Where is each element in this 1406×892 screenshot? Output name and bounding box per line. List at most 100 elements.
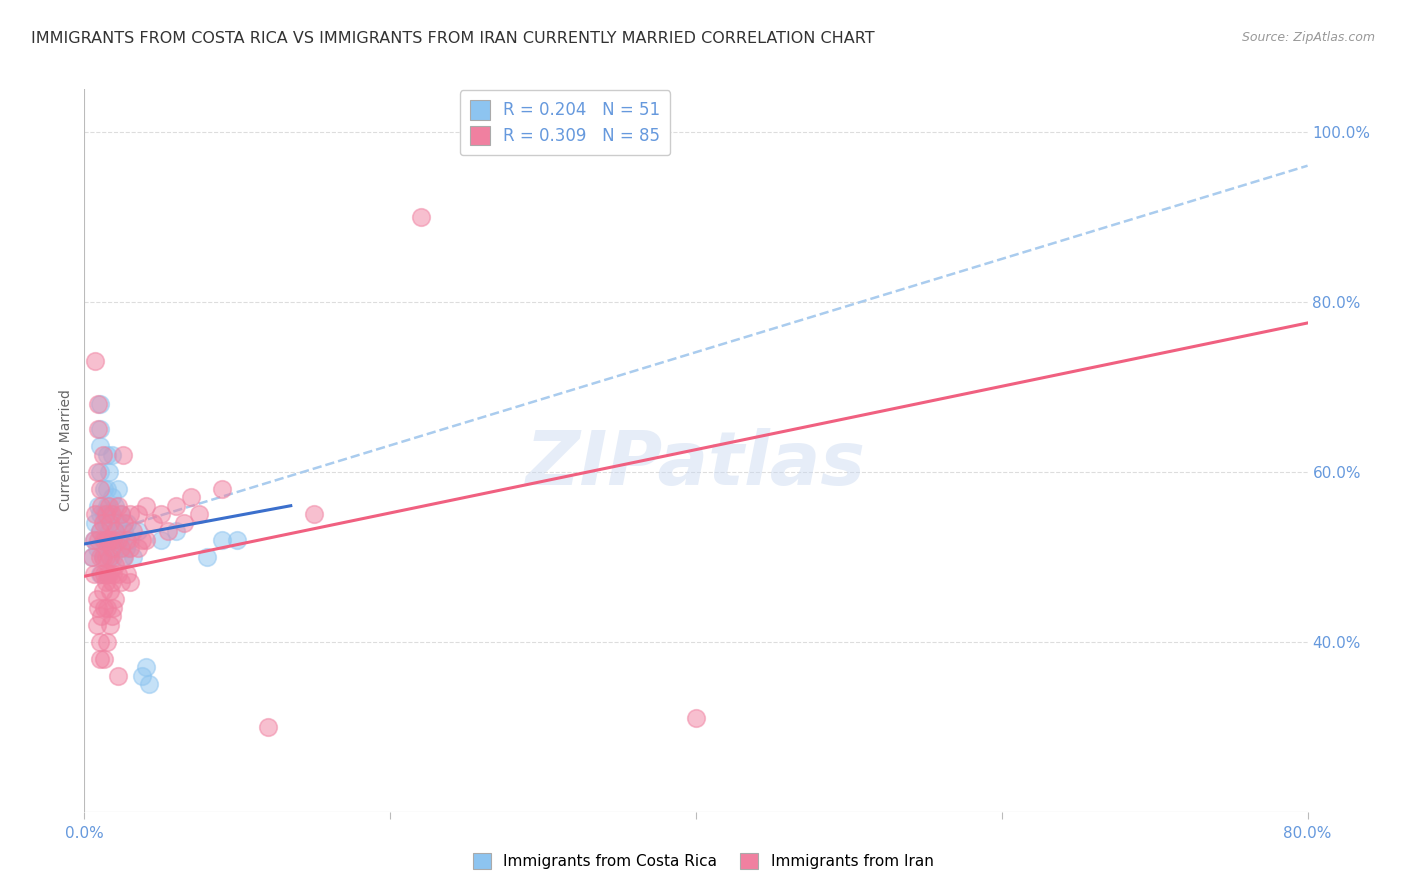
Point: [149, 507, 172, 521]
Point: [93, 566, 115, 581]
Point: [96, 600, 118, 615]
Point: [86, 541, 108, 556]
Point: [93, 600, 115, 615]
Point: [110, 575, 132, 590]
Point: [94, 575, 117, 590]
Point: [211, 482, 233, 496]
Point: [89, 566, 111, 581]
Point: [180, 490, 202, 504]
Point: [87, 422, 110, 436]
Point: [110, 507, 132, 521]
Point: [96, 482, 118, 496]
Point: [111, 549, 134, 564]
Point: [84, 516, 107, 530]
Point: [107, 482, 129, 496]
Point: [226, 533, 249, 547]
Point: [112, 516, 135, 530]
Point: [107, 516, 129, 530]
Point: [93, 651, 115, 665]
Point: [114, 541, 136, 556]
Point: [104, 524, 127, 539]
Point: [84, 354, 107, 368]
Point: [97, 533, 120, 547]
Point: [98, 549, 121, 564]
Point: [409, 210, 432, 224]
Point: [101, 575, 124, 590]
Point: [135, 660, 157, 674]
Point: [101, 533, 124, 547]
Point: [96, 499, 118, 513]
Point: [103, 600, 125, 615]
Point: [115, 516, 138, 530]
Y-axis label: Currently Married: Currently Married: [59, 390, 73, 511]
Point: [105, 541, 128, 556]
Point: [195, 549, 218, 564]
Point: [93, 482, 115, 496]
Point: [257, 720, 280, 734]
Point: [94, 516, 117, 530]
Point: [87, 397, 110, 411]
Point: [127, 524, 149, 539]
Point: [101, 609, 124, 624]
Point: [685, 711, 707, 725]
Point: [83, 533, 105, 547]
Point: [120, 575, 142, 590]
Point: [96, 566, 118, 581]
Point: [107, 499, 129, 513]
Point: [89, 439, 111, 453]
Point: [110, 507, 132, 521]
Point: [101, 507, 124, 521]
Point: [135, 533, 157, 547]
Text: Source: ZipAtlas.com: Source: ZipAtlas.com: [1241, 31, 1375, 45]
Point: [165, 524, 187, 539]
Point: [89, 524, 111, 539]
Point: [91, 448, 114, 462]
Point: [120, 533, 142, 547]
Text: IMMIGRANTS FROM COSTA RICA VS IMMIGRANTS FROM IRAN CURRENTLY MARRIED CORRELATION: IMMIGRANTS FROM COSTA RICA VS IMMIGRANTS…: [31, 31, 875, 46]
Point: [112, 549, 135, 564]
Point: [103, 549, 125, 564]
Point: [173, 516, 195, 530]
Point: [211, 533, 233, 547]
Point: [103, 566, 125, 581]
Point: [90, 566, 112, 581]
Point: [98, 617, 121, 632]
Point: [96, 634, 118, 648]
Point: [89, 651, 111, 665]
Point: [120, 541, 142, 556]
Point: [83, 566, 105, 581]
Legend: Immigrants from Costa Rica, Immigrants from Iran: Immigrants from Costa Rica, Immigrants f…: [467, 847, 939, 875]
Point: [89, 465, 111, 479]
Point: [104, 524, 127, 539]
Point: [107, 533, 129, 547]
Point: [101, 541, 124, 556]
Point: [97, 499, 120, 513]
Point: [104, 499, 127, 513]
Point: [120, 507, 142, 521]
Point: [84, 507, 107, 521]
Point: [89, 507, 111, 521]
Point: [104, 592, 127, 607]
Text: ZIPatlas: ZIPatlas: [526, 428, 866, 501]
Point: [87, 600, 110, 615]
Point: [80, 549, 103, 564]
Point: [91, 533, 114, 547]
Point: [149, 533, 172, 547]
Point: [165, 499, 187, 513]
Point: [135, 499, 157, 513]
Point: [111, 448, 134, 462]
Point: [97, 465, 120, 479]
Point: [157, 524, 180, 539]
Point: [107, 566, 129, 581]
Point: [80, 549, 103, 564]
Point: [122, 524, 145, 539]
Point: [87, 533, 110, 547]
Point: [122, 549, 145, 564]
Point: [101, 490, 124, 504]
Point: [91, 583, 114, 598]
Point: [108, 533, 131, 547]
Point: [110, 541, 132, 556]
Point: [89, 422, 111, 436]
Point: [138, 677, 160, 691]
Point: [107, 669, 129, 683]
